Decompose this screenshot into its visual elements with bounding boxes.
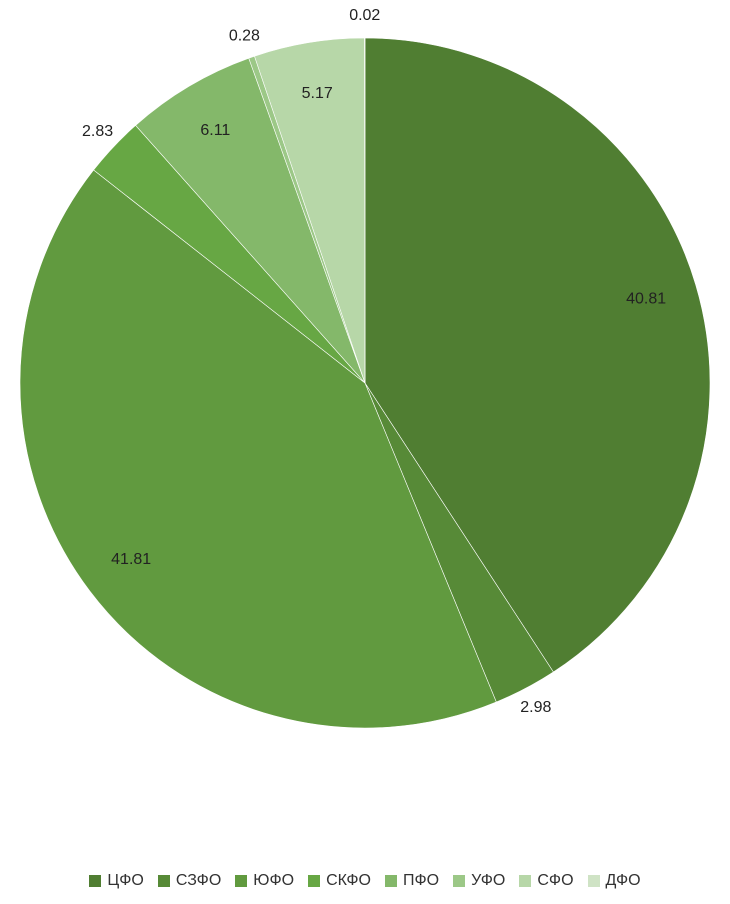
legend-label: ДФО	[605, 872, 641, 889]
legend-item: СКФО	[308, 872, 371, 890]
pie-slice	[19, 169, 497, 729]
legend-swatch	[519, 875, 532, 887]
legend-label: СФО	[537, 872, 574, 889]
legend-swatch	[308, 875, 321, 887]
legend-item: ЮФО	[235, 872, 294, 890]
data-label: 2.98	[520, 699, 551, 716]
legend-swatch	[235, 875, 248, 887]
data-label: 5.17	[302, 85, 333, 102]
legend-swatch	[157, 875, 170, 887]
pie-slice	[135, 57, 366, 384]
legend: ЦФО СЗФО ЮФО СКФО ПФО УФО СФО ДФО	[0, 872, 730, 890]
data-label: 6.11	[200, 122, 230, 139]
data-label: 41.81	[111, 551, 151, 568]
legend-label: СКФО	[326, 872, 371, 889]
data-label: 0.28	[229, 28, 260, 45]
legend-swatch	[89, 875, 102, 887]
legend-swatch	[385, 875, 397, 887]
legend-label: ЦФО	[107, 872, 144, 889]
legend-label: ПФО	[403, 872, 440, 889]
legend-swatch	[587, 875, 600, 887]
data-label: 2.83	[82, 123, 113, 140]
chart: 40.81 2.98 41.81 2.83 6.11 0.28 5.17 0.02	[19, 7, 711, 729]
legend-item: СЗФО	[157, 872, 222, 890]
data-label: 0.02	[349, 7, 380, 24]
legend-item: СФО	[519, 872, 574, 890]
legend-label: УФО	[471, 872, 506, 889]
legend-label: СЗФО	[175, 872, 222, 889]
legend-item: ДФО	[587, 872, 641, 890]
data-label: 40.81	[626, 291, 666, 308]
pie-slice	[364, 37, 711, 673]
legend-item: ПФО	[385, 872, 439, 890]
legend-item: УФО	[453, 872, 505, 890]
legend-label: ЮФО	[253, 872, 295, 889]
legend-swatch	[453, 875, 466, 887]
legend-item: ЦФО	[89, 872, 144, 890]
